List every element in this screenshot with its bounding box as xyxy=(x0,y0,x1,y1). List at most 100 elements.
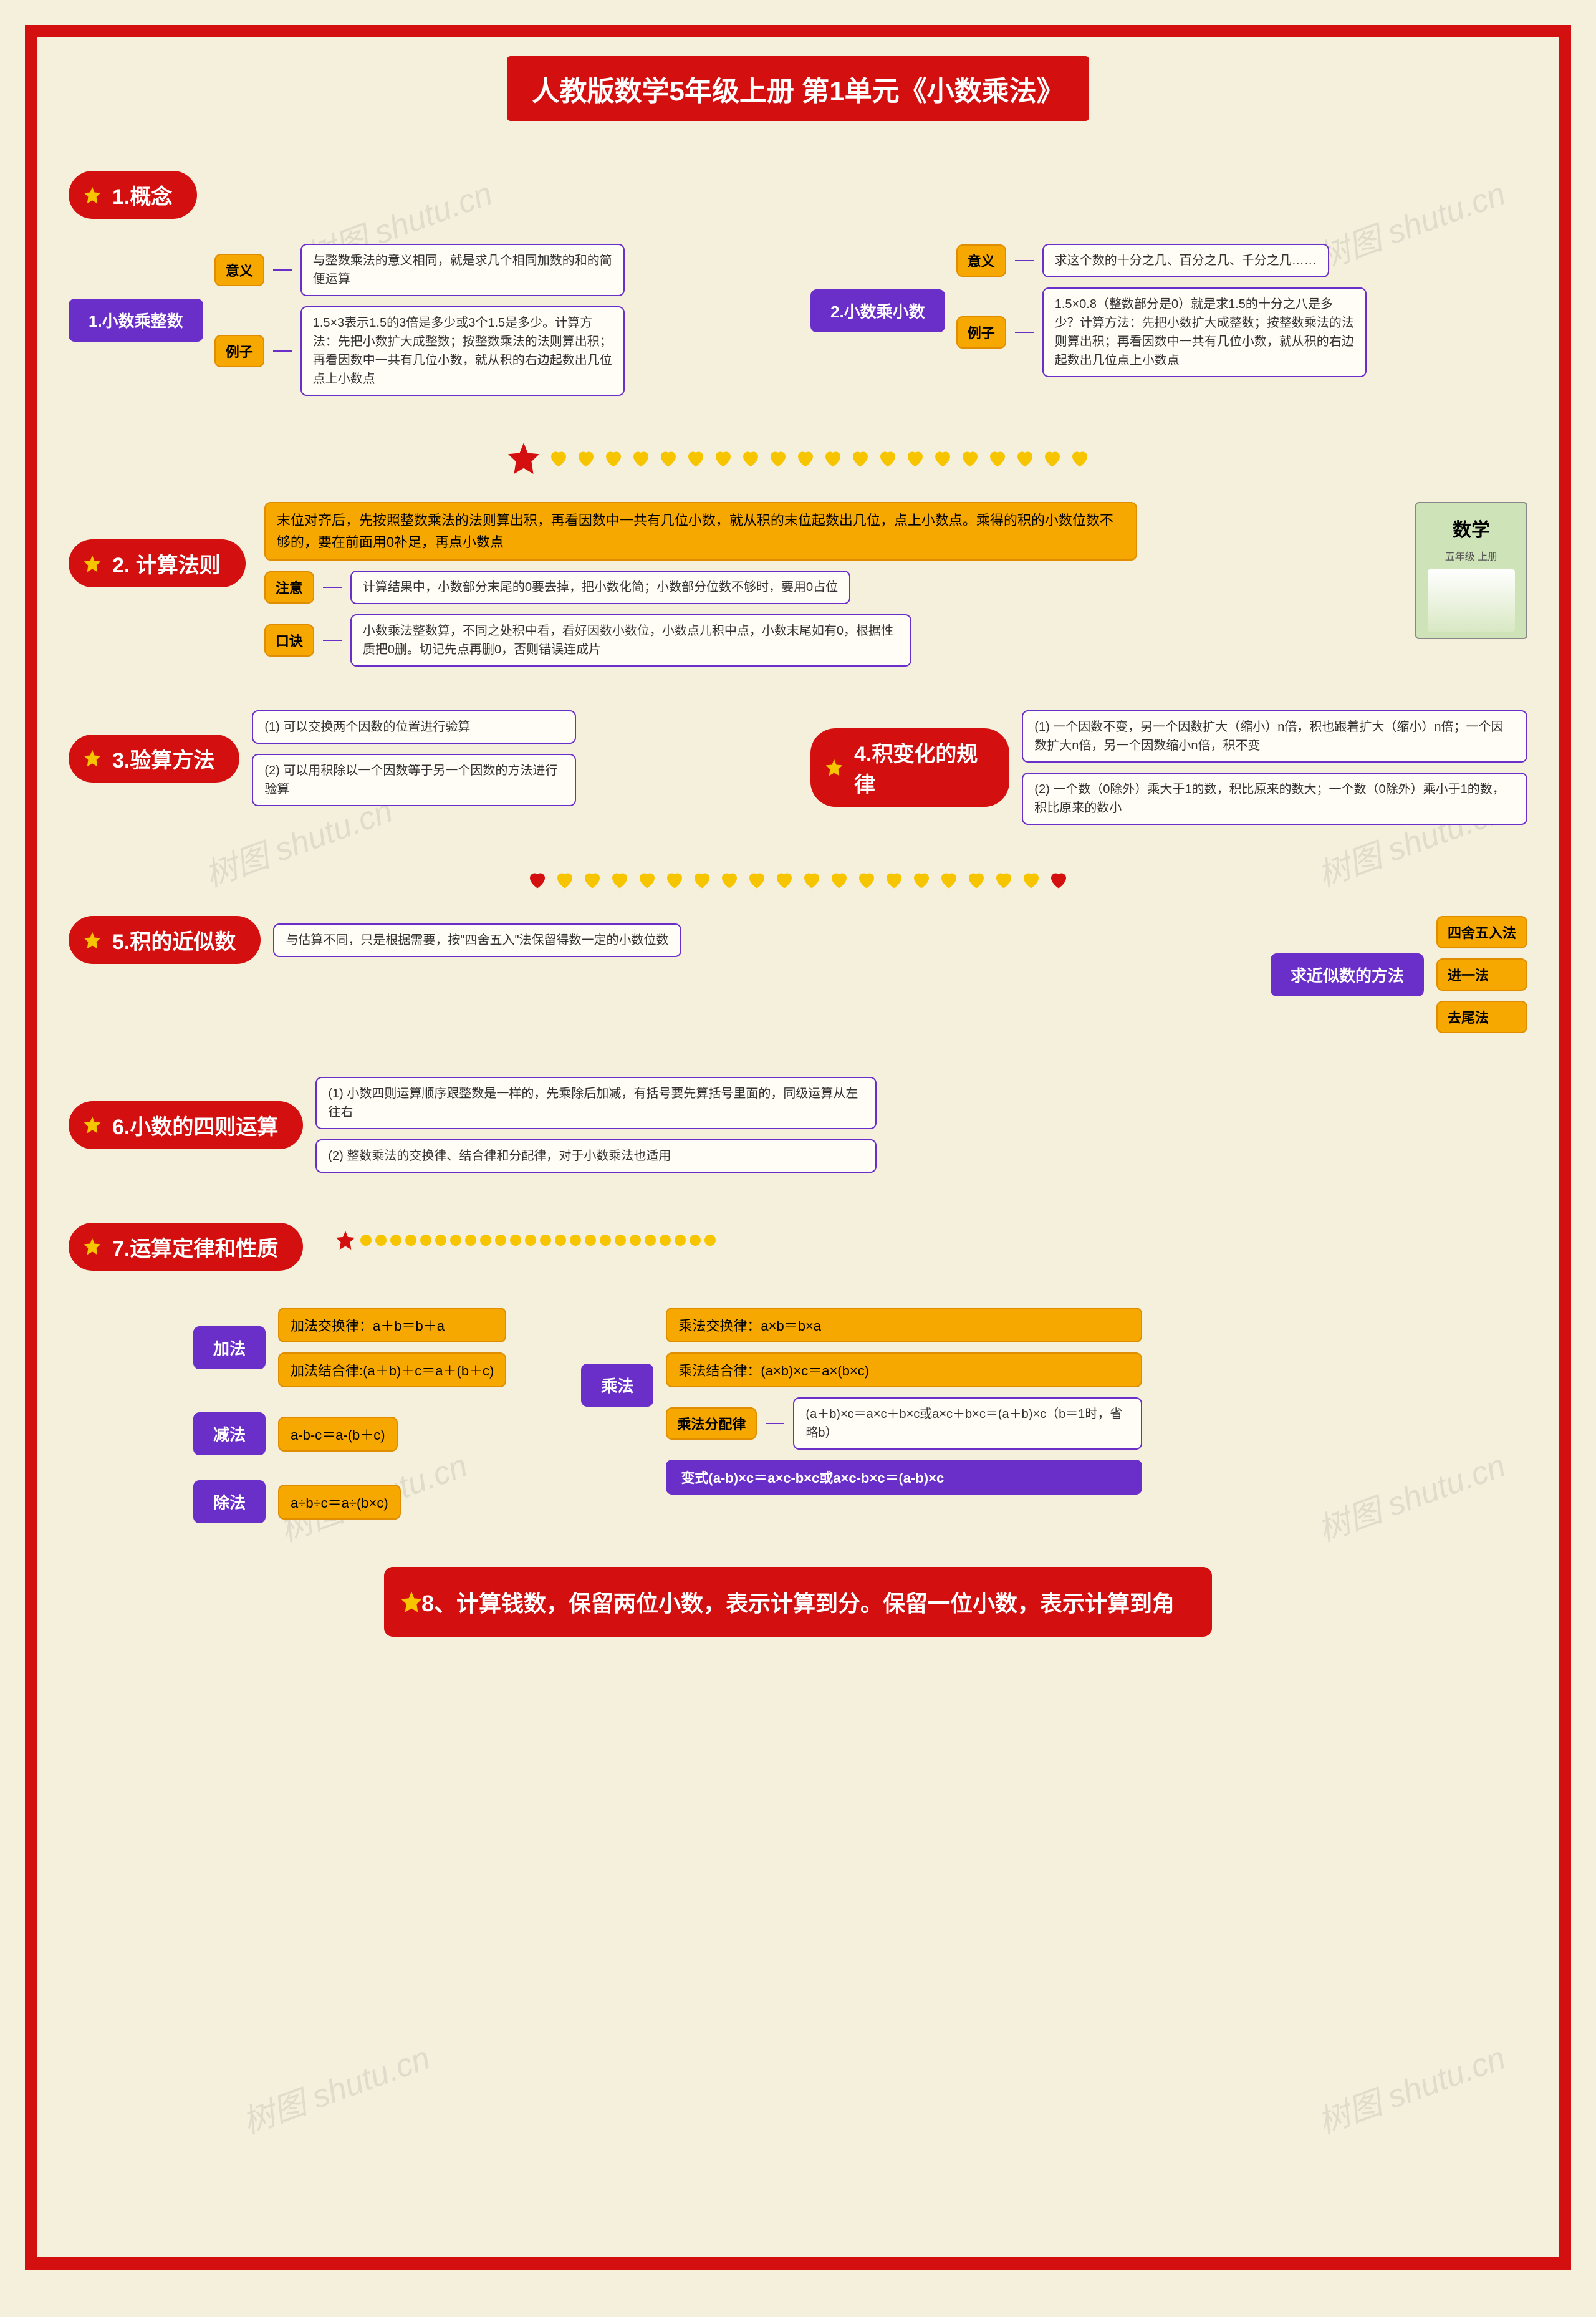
textbook-illustration xyxy=(1428,569,1515,632)
heart-icon xyxy=(1047,869,1070,891)
heart-icon xyxy=(828,869,850,891)
node-xiaoshu-cheng-xiaoshu: 2.小数乘小数 xyxy=(810,289,945,332)
heart-icon xyxy=(800,869,823,891)
heart-icon xyxy=(663,869,686,891)
heart-icon xyxy=(993,869,1015,891)
dot-icon xyxy=(375,1235,387,1246)
section-6: 6.小数的四则运算 (1) 小数四则运算顺序跟整数是一样的，先乘除后加减，有括号… xyxy=(69,1077,1527,1173)
dot-icon xyxy=(585,1235,596,1246)
dots-divider xyxy=(334,1229,716,1251)
footer-banner: 8、计算钱数，保留两位小数，表示计算到分。保留一位小数，表示计算到角 xyxy=(384,1567,1212,1637)
star-icon xyxy=(824,758,844,778)
star-icon xyxy=(399,1589,424,1614)
text-node: (2) 整数乘法的交换律、结合律和分配律，对于小数乘法也适用 xyxy=(315,1139,877,1173)
dot-icon xyxy=(495,1235,506,1246)
section-header-label: 5.积的近似数 xyxy=(112,930,236,954)
heart-icon xyxy=(855,869,878,891)
rule-item: a÷b÷c＝a÷(b×c) xyxy=(278,1485,401,1520)
heart-icon xyxy=(1041,447,1064,470)
text-node: (2) 可以用积除以一个因数等于另一个因数的方法进行验算 xyxy=(252,754,576,806)
dot-icon xyxy=(690,1235,701,1246)
heart-icon xyxy=(547,447,570,470)
dot-icon xyxy=(390,1235,401,1246)
heart-icon xyxy=(636,869,658,891)
page-title: 人教版数学5年级上册 第1单元《小数乘法》 xyxy=(507,56,1089,121)
section-header-label: 2. 计算法则 xyxy=(112,554,221,577)
textbook-cover: 数学 五年级 上册 xyxy=(1415,502,1527,639)
section-3-4-row: 3.验算方法 (1) 可以交换两个因数的位置进行验算 (2) 可以用积除以一个因… xyxy=(69,710,1527,825)
heart-icon xyxy=(746,869,768,891)
footer-text: 8、计算钱数，保留两位小数，表示计算到分。保留一位小数，表示计算到角 xyxy=(421,1591,1175,1616)
heart-icon xyxy=(883,869,905,891)
heart-icon xyxy=(608,869,631,891)
heart-icon xyxy=(986,447,1009,470)
dot-icon xyxy=(555,1235,566,1246)
tag-example: 例子 xyxy=(214,335,264,367)
watermark: 树图 shutu.cn xyxy=(1310,2031,1511,2142)
heart-icon xyxy=(767,447,789,470)
section-1-concept: 1.概念 1.小数乘整数 意义 与整数乘法的意义相同，就是求几个相同加数的和的简… xyxy=(69,171,1527,396)
heart-icon xyxy=(849,447,872,470)
text-node: 求这个数的十分之几、百分之几、千分之几…… xyxy=(1042,244,1329,277)
connector xyxy=(273,269,292,271)
dot-icon xyxy=(660,1235,671,1246)
star-icon xyxy=(82,1236,102,1256)
node-division: 除法 xyxy=(193,1480,266,1523)
rule-item: a-b-c＝a-(b＋c) xyxy=(278,1417,398,1452)
main-rule-box: 末位对齐后，先按照整数乘法的法则算出积，再看因数中一共有几位小数，就从积的末位起… xyxy=(264,502,1137,561)
heart-icon xyxy=(965,869,988,891)
tag-meaning: 意义 xyxy=(956,244,1006,277)
hearts-divider xyxy=(69,440,1527,477)
star-icon xyxy=(82,185,102,205)
heart-icon xyxy=(1020,869,1042,891)
tag-note: 注意 xyxy=(264,571,314,604)
star-icon xyxy=(505,440,542,477)
section-header: 3.验算方法 xyxy=(69,735,239,783)
text-node: (1) 可以交换两个因数的位置进行验算 xyxy=(252,710,576,744)
node-approx-methods: 求近似数的方法 xyxy=(1271,953,1424,996)
text-node: 小数乘法整数算，不同之处积中看，看好因数小数位，小数点儿积中点，小数末尾如有0，… xyxy=(350,614,911,667)
text-node: 计算结果中，小数部分末尾的0要去掉，把小数化简；小数部分位数不够时，要用0占位 xyxy=(350,571,850,604)
hearts-divider xyxy=(69,869,1527,891)
text-node: (a＋b)×c＝a×c＋b×c或a×c＋b×c＝(a＋b)×c（b＝1时，省略b… xyxy=(793,1397,1142,1450)
dot-icon xyxy=(510,1235,521,1246)
star-icon xyxy=(334,1229,357,1251)
heart-icon xyxy=(773,869,796,891)
method-item: 去尾法 xyxy=(1436,1001,1527,1033)
dot-icon xyxy=(450,1235,461,1246)
heart-icon xyxy=(739,447,762,470)
text-node: 与整数乘法的意义相同，就是求几个相同加数的和的简便运算 xyxy=(300,244,625,296)
node-addition: 加法 xyxy=(193,1326,266,1369)
dot-icon xyxy=(540,1235,551,1246)
star-icon xyxy=(82,748,102,768)
heart-icon xyxy=(959,447,981,470)
text-node: 与估算不同，只是根据需要，按"四舍五入"法保留得数一定的小数位数 xyxy=(273,923,681,957)
method-item: 进一法 xyxy=(1436,958,1527,991)
heart-icon xyxy=(1069,447,1091,470)
section-header: 4.积变化的规律 xyxy=(810,728,1009,807)
heart-icon xyxy=(657,447,680,470)
section-5-row: 5.积的近似数 与估算不同，只是根据需要，按"四舍五入"法保留得数一定的小数位数… xyxy=(69,916,1527,1033)
section-header: 6.小数的四则运算 xyxy=(69,1101,303,1149)
star-icon xyxy=(82,1115,102,1135)
dot-icon xyxy=(615,1235,626,1246)
heart-icon xyxy=(526,869,549,891)
text-node: (1) 一个因数不变，另一个因数扩大（缩小）n倍，积也跟着扩大（缩小）n倍；一个… xyxy=(1022,710,1527,763)
heart-icon xyxy=(581,869,603,891)
section-header: 2. 计算法则 xyxy=(69,539,246,587)
heart-icon xyxy=(685,447,707,470)
section-header-label: 3.验算方法 xyxy=(112,749,214,773)
connector xyxy=(1015,260,1034,261)
heart-icon xyxy=(822,447,844,470)
tag-meaning: 意义 xyxy=(214,254,264,286)
text-node: 1.5×3表示1.5的3倍是多少或3个1.5是多少。计算方法：先把小数扩大成整数… xyxy=(300,306,625,396)
section-2-rules: 2. 计算法则 末位对齐后，先按照整数乘法的法则算出积，再看因数中一共有几位小数… xyxy=(69,502,1527,667)
dot-icon xyxy=(405,1235,416,1246)
heart-icon xyxy=(938,869,960,891)
dot-icon xyxy=(465,1235,476,1246)
section-header: 1.概念 xyxy=(69,171,197,219)
dot-icon xyxy=(420,1235,431,1246)
section-header-label: 1.概念 xyxy=(112,185,172,209)
rule-item: 乘法结合律：(a×b)×c＝a×(b×c) xyxy=(666,1352,1142,1387)
node-multiplication: 乘法 xyxy=(581,1364,653,1407)
